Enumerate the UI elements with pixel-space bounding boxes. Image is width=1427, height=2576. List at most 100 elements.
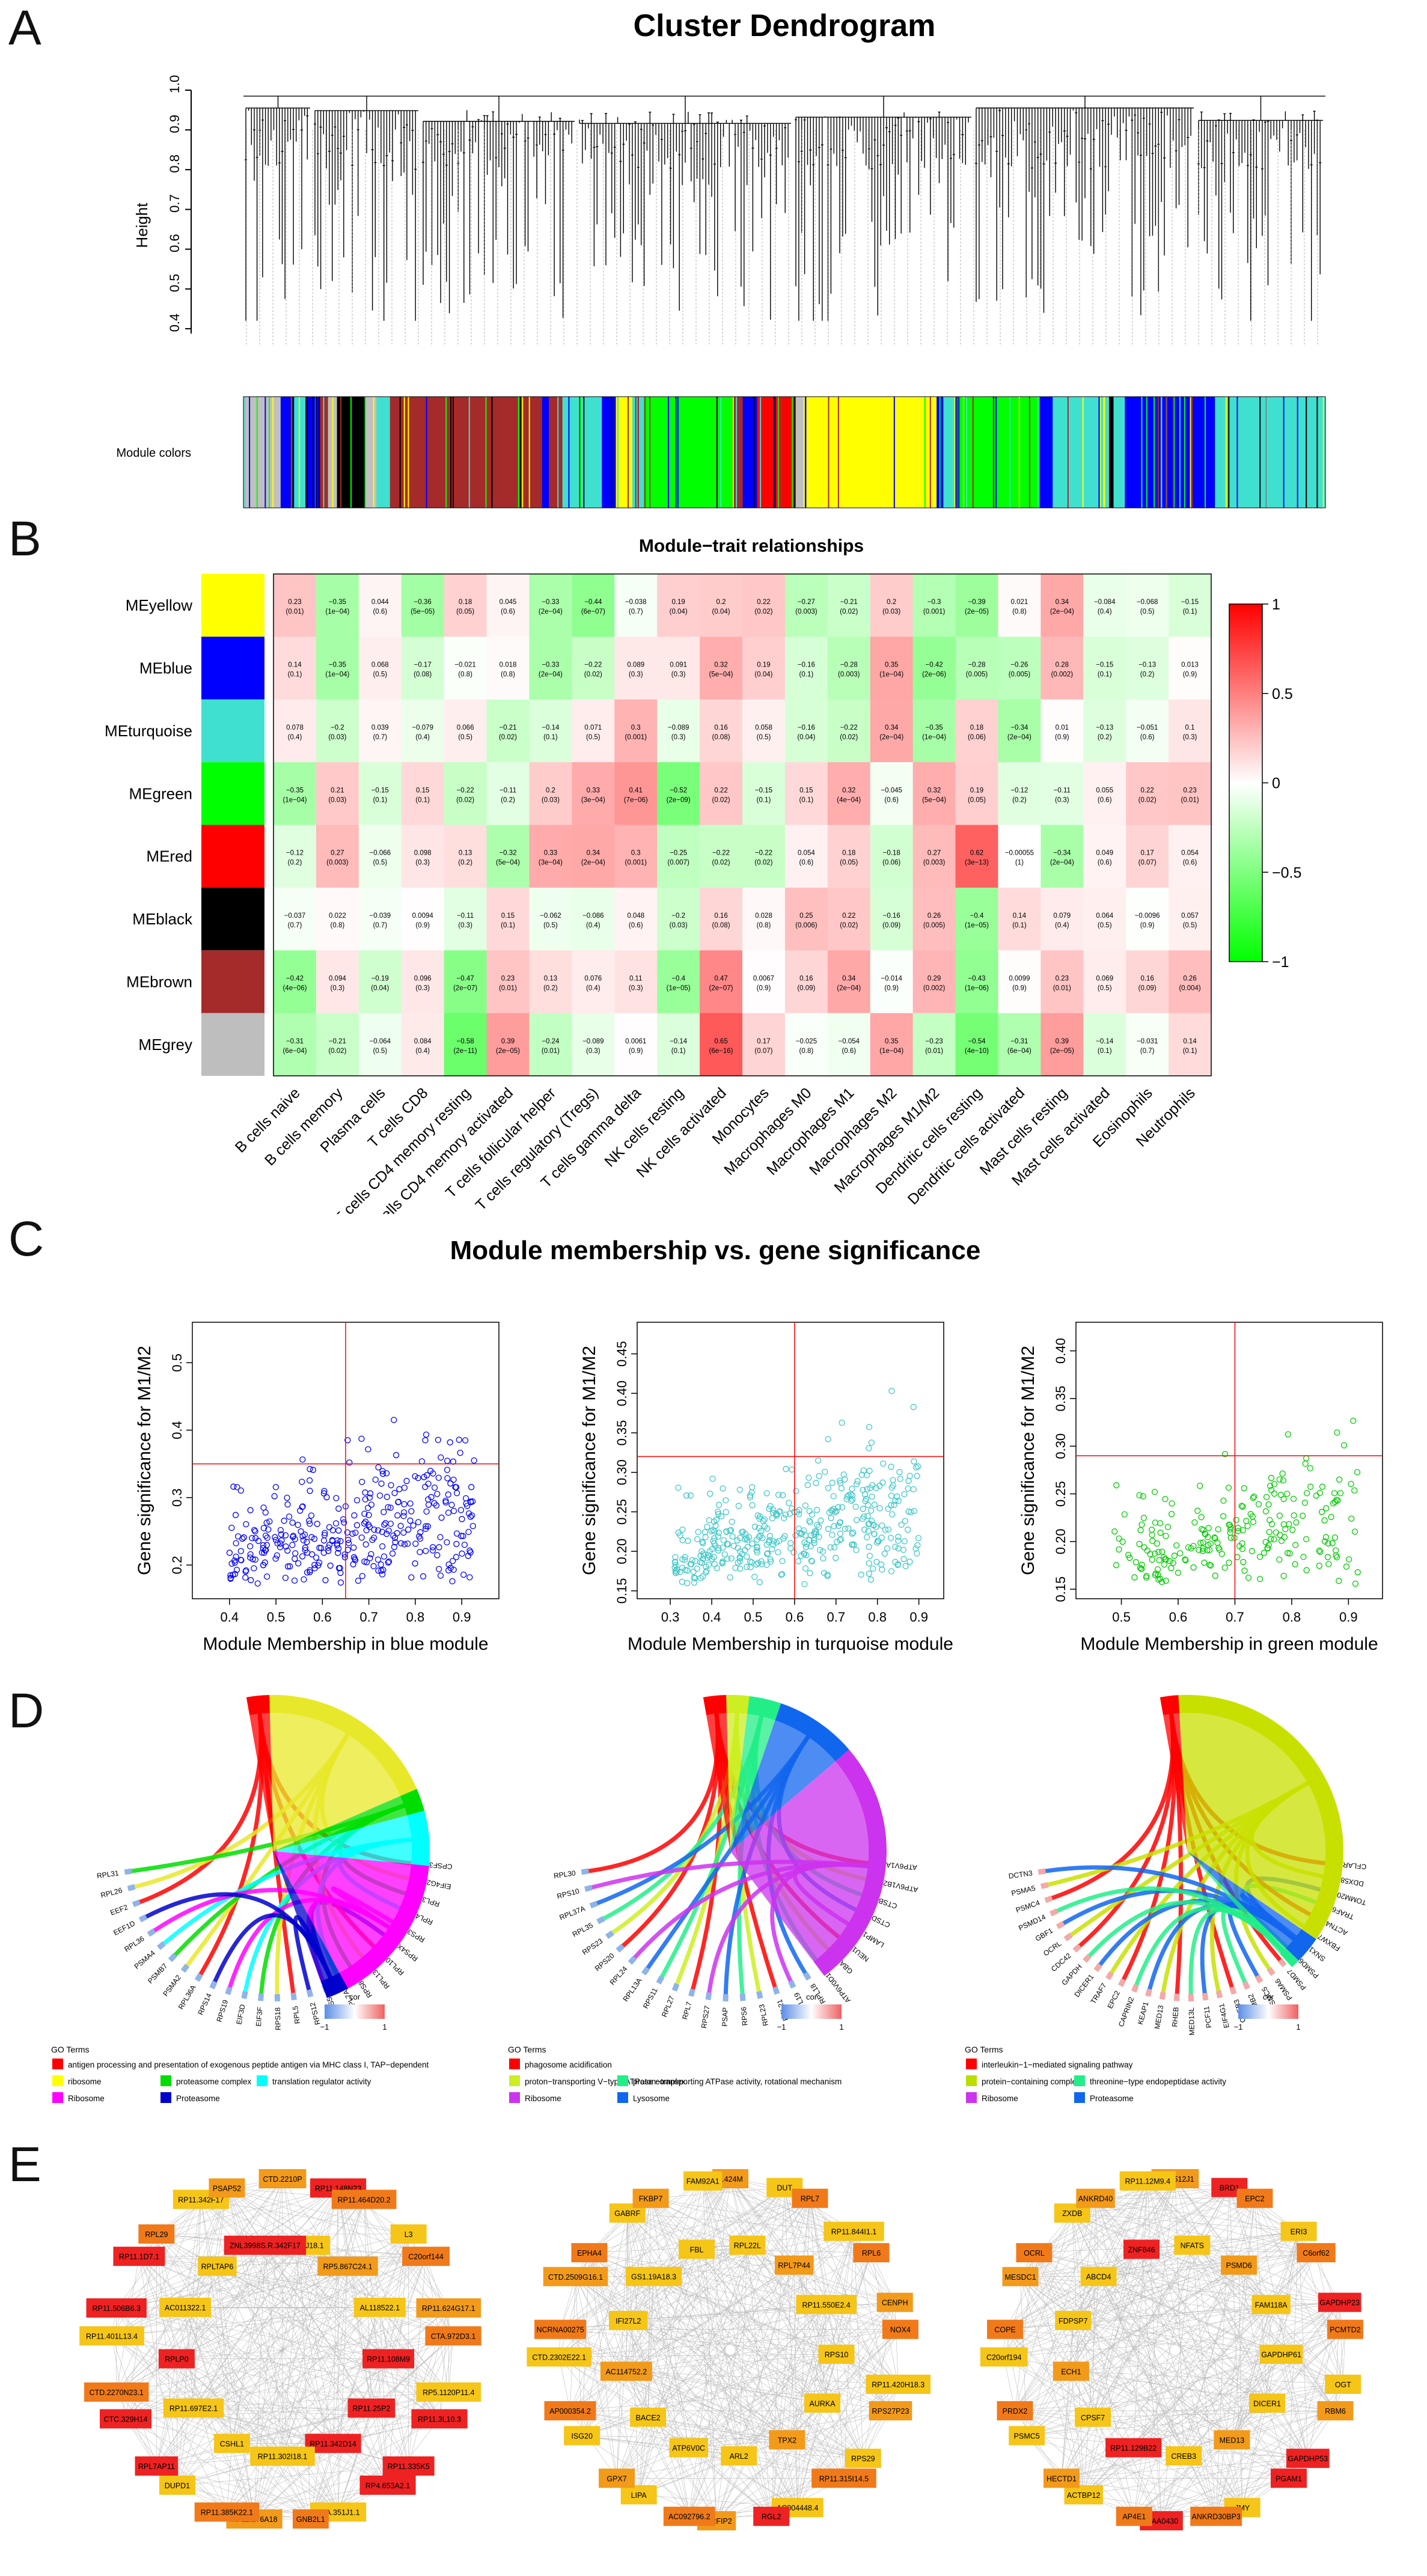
scatter-point <box>679 1564 686 1571</box>
heatmap-cell <box>444 825 487 888</box>
heatmap-cell <box>614 699 658 763</box>
scatter-point <box>271 1493 278 1500</box>
scatter-point <box>854 1478 861 1485</box>
heatmap-cell <box>1169 825 1212 888</box>
scatter-point <box>233 1566 240 1573</box>
scatter-point <box>835 1522 842 1529</box>
heatmap-cell-pval: (2e−04) <box>581 859 605 867</box>
module-color-stripe <box>471 397 473 508</box>
scatter-point <box>685 1537 691 1544</box>
scatter-point <box>888 1388 895 1394</box>
heatmap-cell <box>998 636 1041 700</box>
scatter-point <box>905 1527 911 1533</box>
scatter-point <box>1191 1519 1198 1526</box>
scatter-point <box>914 1542 921 1549</box>
scatter-y-tick-label: 0.35 <box>614 1420 629 1446</box>
heatmap-cell-cor: −0.33 <box>542 662 559 669</box>
module-color-stripe <box>792 397 793 508</box>
network-node-label: CTC.329H14 <box>104 2415 148 2423</box>
network-node <box>818 2345 855 2364</box>
scatter-point <box>837 1477 843 1484</box>
chord-plots: CPSF3EIF4G2RPL3RPL4RPS3RPS4XRPL10RPL13RP… <box>51 1695 1367 2103</box>
heatmap-cell <box>742 887 786 951</box>
chord-go-arc <box>703 1695 727 1715</box>
heatmap-cell-pval: (2e−11) <box>454 1048 477 1055</box>
heatmap-cell <box>742 825 786 888</box>
scatter-point <box>429 1547 436 1554</box>
chord-go-sector <box>273 1851 411 1973</box>
scatter-point <box>1280 1477 1286 1484</box>
scatter-point <box>424 1472 430 1479</box>
heatmap-cell <box>657 887 700 951</box>
scatter-point <box>444 1475 451 1482</box>
module-color-stripe <box>756 397 757 508</box>
scatter-point <box>817 1517 824 1524</box>
heatmap-cell-pval: (2e−05) <box>496 1048 520 1055</box>
chord-gene-segment <box>168 1953 177 1962</box>
scatter-point <box>400 1509 408 1516</box>
network-node <box>811 2468 876 2488</box>
module-color-block <box>602 397 616 508</box>
heatmap-cell-cor: 0.15 <box>501 912 515 920</box>
heatmap-cell-cor: 0.022 <box>329 912 346 920</box>
heatmap-cell-cor: 0.26 <box>927 912 941 920</box>
heatmap-cell-pval: (0.2) <box>1098 734 1112 741</box>
heatmap-cell <box>358 887 402 951</box>
heatmap-cell-cor: 0.0094 <box>412 912 434 920</box>
scatter-point <box>737 1565 744 1572</box>
chord-gene-segment <box>1278 1958 1287 1968</box>
scatter-point <box>383 1530 390 1537</box>
network-node <box>663 2506 715 2526</box>
heatmap-cell-pval: (0.4) <box>586 922 600 929</box>
network-node-label: PSMC5 <box>1014 2432 1040 2441</box>
scatter-point <box>431 1500 438 1507</box>
heatmap-cell <box>1083 574 1126 637</box>
scatter-point <box>780 1535 787 1542</box>
scatter-point <box>345 1540 352 1546</box>
heatmap-cell-pval: (0.9) <box>1140 922 1155 929</box>
module-color-block <box>1109 397 1114 508</box>
scatter-point <box>724 1541 732 1548</box>
scatter-point <box>773 1539 780 1546</box>
heatmap-cell <box>1169 762 1212 825</box>
scatter-point <box>427 1468 434 1474</box>
scatter-point <box>709 1546 716 1552</box>
chord-gene-label: LAMP1 <box>861 1930 885 1950</box>
scatter-point <box>861 1526 868 1533</box>
heatmap-cell-cor: 0.22 <box>714 787 727 794</box>
scatter-point <box>368 1551 374 1558</box>
network-node <box>382 2456 435 2476</box>
module-color-stripe <box>399 397 401 508</box>
scatter-point <box>323 1494 330 1501</box>
scatter-point <box>863 1495 870 1503</box>
scatter-point <box>1273 1529 1279 1536</box>
scatter-point <box>379 1471 387 1477</box>
scatter-point <box>1265 1542 1272 1548</box>
scatter-point <box>711 1528 718 1534</box>
heatmap-cell-cor: −0.15 <box>1181 599 1199 606</box>
heatmap-cell <box>742 699 786 763</box>
network-node-label: CPSF7 <box>1081 2414 1105 2422</box>
network-node-label: RPLTAP6 <box>201 2263 234 2271</box>
network-node-label: RP11.25P2 <box>352 2405 390 2413</box>
scatter-point <box>754 1536 760 1543</box>
chord-go-sector <box>730 1761 869 1962</box>
module-color-block <box>742 397 757 508</box>
scatter-point <box>679 1556 686 1563</box>
heatmap-cell <box>401 699 444 763</box>
heatmap-cell-pval: (0.8) <box>799 1048 814 1055</box>
heatmap-cell-pval: (0.08) <box>712 734 730 741</box>
scatter-point <box>295 1521 301 1528</box>
scatter-point <box>1331 1534 1339 1541</box>
scatter-point <box>232 1512 239 1518</box>
heatmap-cell <box>486 636 530 700</box>
network-node-label: DUPD1 <box>165 2482 190 2490</box>
scatter-point <box>900 1555 907 1563</box>
scatter-point <box>468 1512 475 1519</box>
scatter-point <box>802 1532 809 1539</box>
heatmap-cell-pval: (0.4) <box>288 734 302 741</box>
scatter-point <box>808 1511 816 1518</box>
module-color-stripe <box>1191 397 1193 508</box>
heatmap-cell <box>316 699 359 763</box>
scatter-point <box>1144 1547 1150 1554</box>
